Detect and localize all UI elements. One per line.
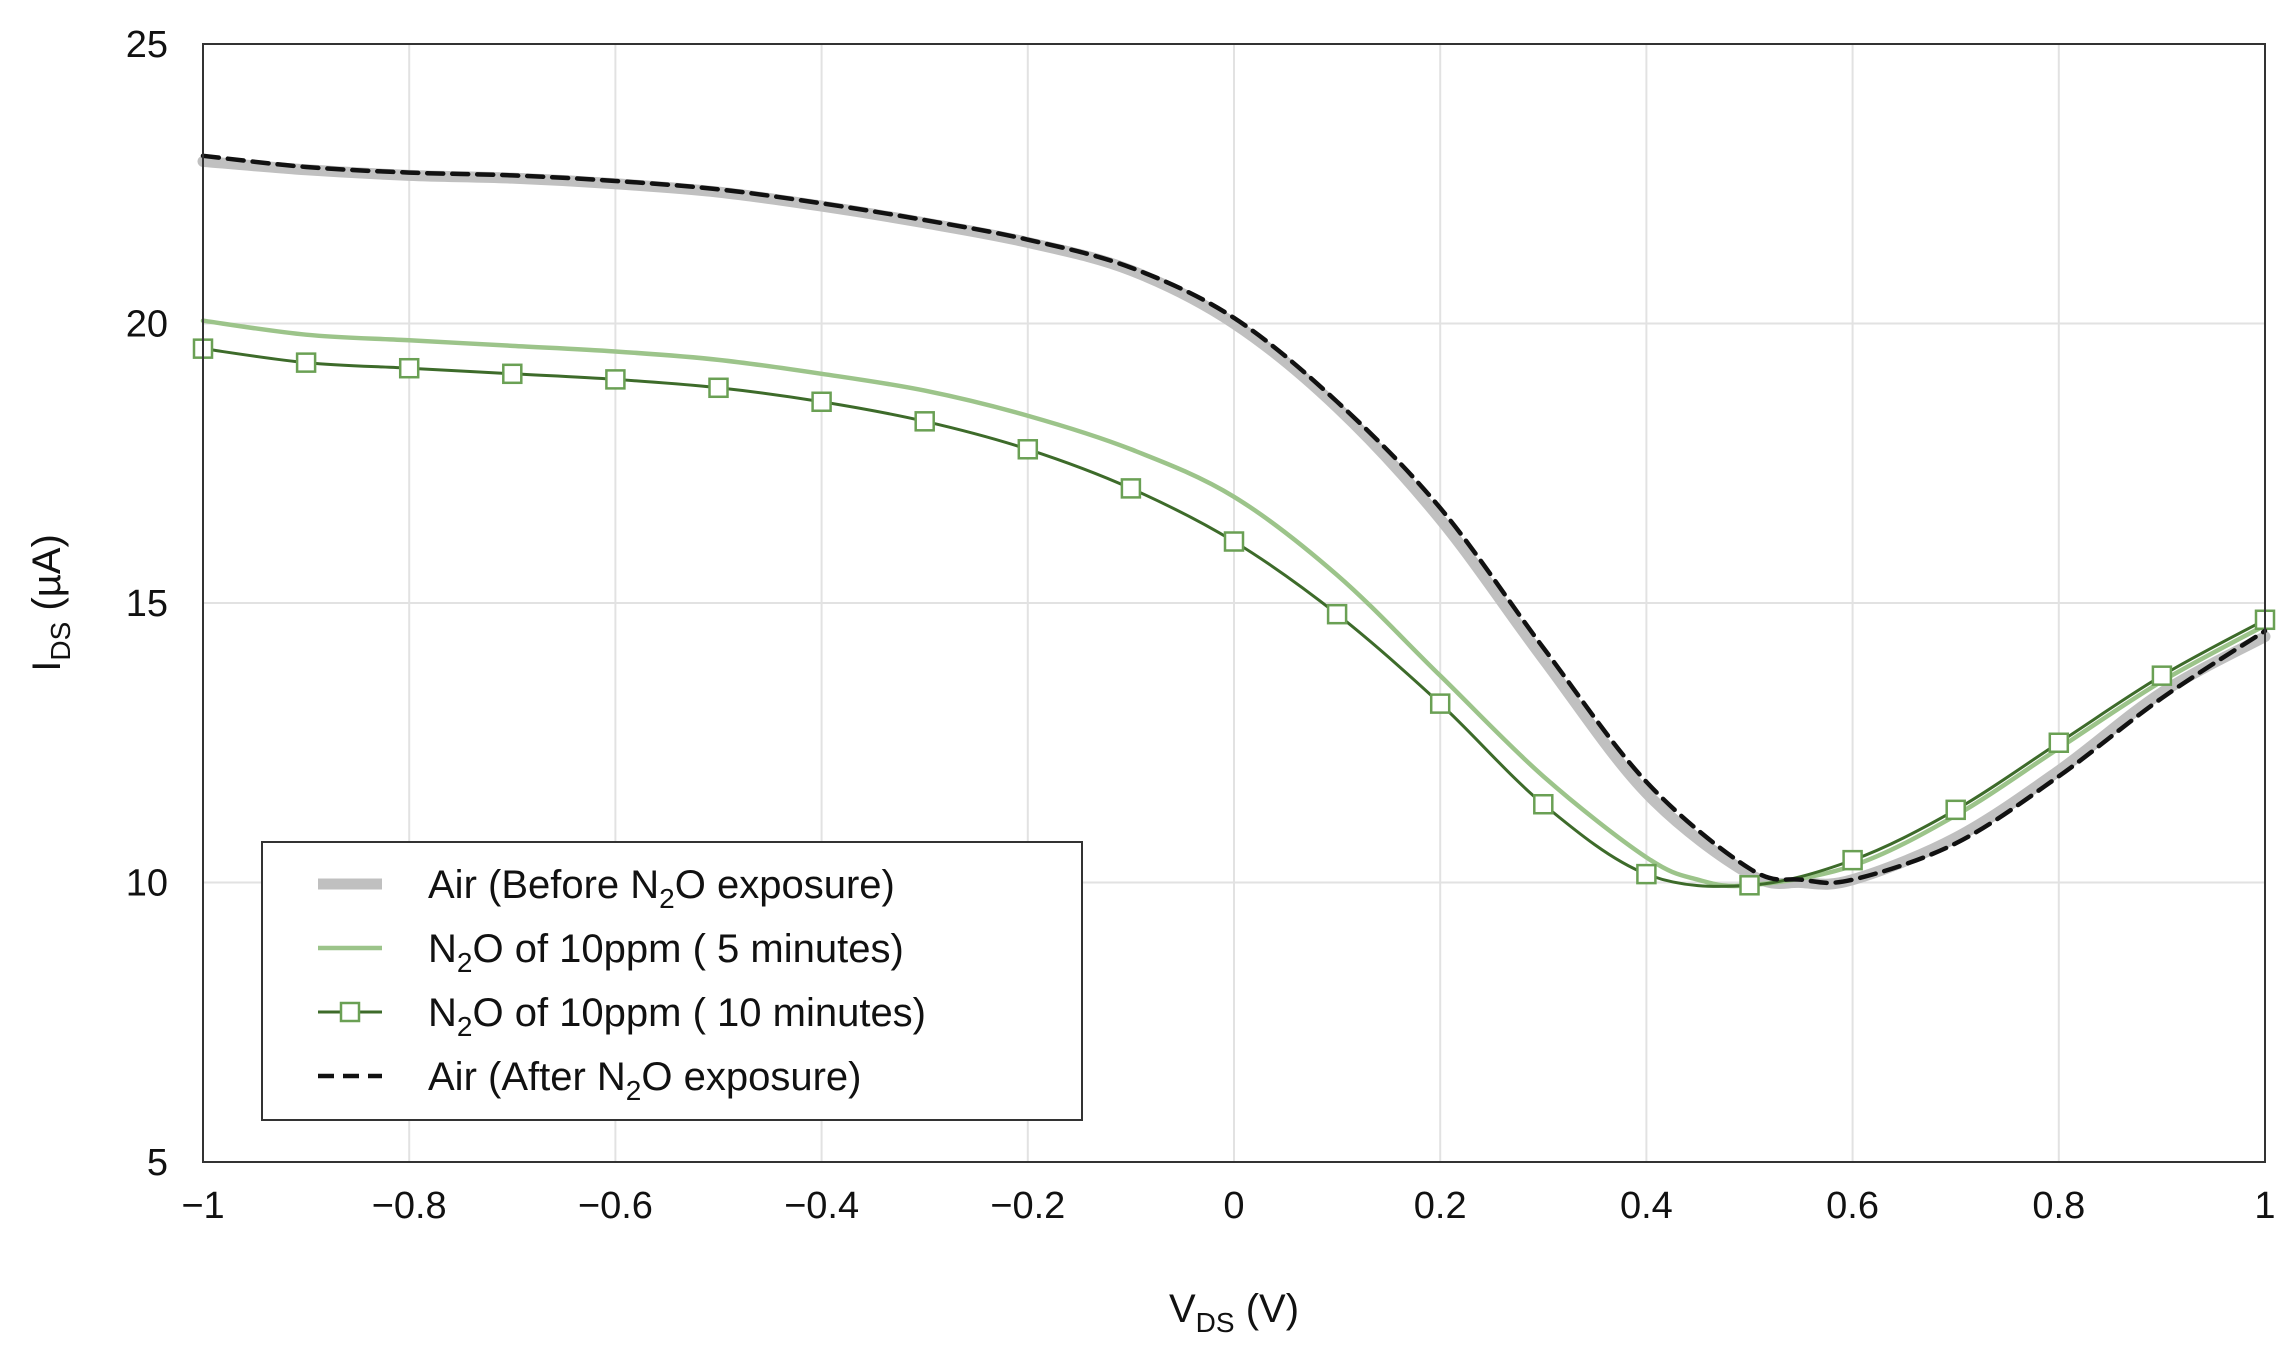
data-point-marker bbox=[1945, 799, 1966, 821]
data-point-marker bbox=[1120, 478, 1142, 499]
data-point-marker bbox=[1326, 603, 1348, 625]
x-tick-label: 0.6 bbox=[1826, 1185, 1879, 1227]
legend-label-0: Air (Before N2O exposure) bbox=[428, 863, 895, 914]
x-tick-label: −0.2 bbox=[990, 1185, 1065, 1227]
data-point-marker bbox=[1017, 439, 1039, 460]
data-point-marker bbox=[1533, 793, 1554, 815]
x-tick-label: −1 bbox=[181, 1185, 224, 1227]
x-tick-label: 0.2 bbox=[1414, 1185, 1467, 1227]
legend-label-2: N2O of 10ppm ( 10 minutes) bbox=[428, 991, 926, 1042]
y-tick-label: 25 bbox=[126, 24, 168, 66]
y-tick-label: 10 bbox=[126, 863, 168, 905]
plot-frame bbox=[202, 43, 2266, 1163]
x-tick-label: 0.4 bbox=[1620, 1185, 1673, 1227]
x-tick-label: −0.6 bbox=[578, 1185, 653, 1227]
data-point-marker bbox=[1636, 863, 1657, 885]
series-line-2 bbox=[201, 347, 2267, 888]
legend-marker bbox=[339, 1001, 361, 1023]
series-group bbox=[192, 153, 2276, 896]
data-point-marker bbox=[605, 369, 626, 390]
legend: Air (Before N2O exposure) N2O of 10ppm ( … bbox=[261, 841, 1083, 1121]
data-point-marker bbox=[502, 363, 523, 385]
y-tick-label: 5 bbox=[147, 1142, 168, 1184]
data-point-marker bbox=[914, 411, 935, 432]
x-tick-label: 1 bbox=[2254, 1185, 2275, 1227]
x-axis-label-main: V bbox=[1169, 1287, 1196, 1331]
x-tick-label: 0 bbox=[1223, 1185, 1244, 1227]
y-tick-labels: 5 10 15 20 25 bbox=[126, 24, 168, 1184]
data-point-marker bbox=[708, 377, 729, 399]
data-point-marker bbox=[398, 357, 420, 379]
series-line-1 bbox=[200, 318, 2268, 889]
series-line-0 bbox=[197, 155, 2271, 890]
y-axis-label: IDS (µA) bbox=[25, 534, 76, 672]
y-tick-label: 15 bbox=[126, 583, 168, 625]
legend-items: Air (Before N2O exposure) N2O of 10ppm ( … bbox=[318, 863, 926, 1106]
legend-label-3: Air (After N2O exposure) bbox=[428, 1055, 861, 1106]
y-axis-label-main: I bbox=[25, 661, 69, 672]
data-point-marker bbox=[1739, 875, 1760, 896]
series-line-3 bbox=[200, 153, 2268, 886]
data-point-marker bbox=[1429, 693, 1451, 714]
legend-box bbox=[261, 841, 1083, 1121]
legend-label-1: N2O of 10ppm ( 5 minutes) bbox=[428, 927, 904, 978]
x-axis-label-sub: DS bbox=[1196, 1307, 1235, 1338]
data-point-marker bbox=[1223, 531, 1245, 552]
x-tick-label: −0.8 bbox=[372, 1185, 447, 1227]
y-axis-label-sub: DS bbox=[45, 622, 76, 661]
x-tick-labels: −1 −0.8 −0.6 −0.4 −0.2 0 0.2 0.4 0.6 0.8 1 bbox=[181, 1185, 2275, 1227]
data-point-marker bbox=[811, 391, 832, 413]
x-tick-label: 0.8 bbox=[2032, 1185, 2085, 1227]
data-point-marker bbox=[1842, 849, 1863, 871]
data-point-marker bbox=[295, 352, 317, 373]
x-tick-label: −0.4 bbox=[784, 1185, 859, 1227]
data-point-marker bbox=[2151, 665, 2173, 686]
x-axis-label-unit: (V) bbox=[1235, 1287, 1299, 1331]
y-tick-label: 20 bbox=[126, 304, 168, 346]
x-axis-label: VDS (V) bbox=[1169, 1287, 1299, 1338]
data-point-marker bbox=[2048, 732, 2070, 753]
y-axis-label-unit: (µA) bbox=[25, 534, 69, 621]
